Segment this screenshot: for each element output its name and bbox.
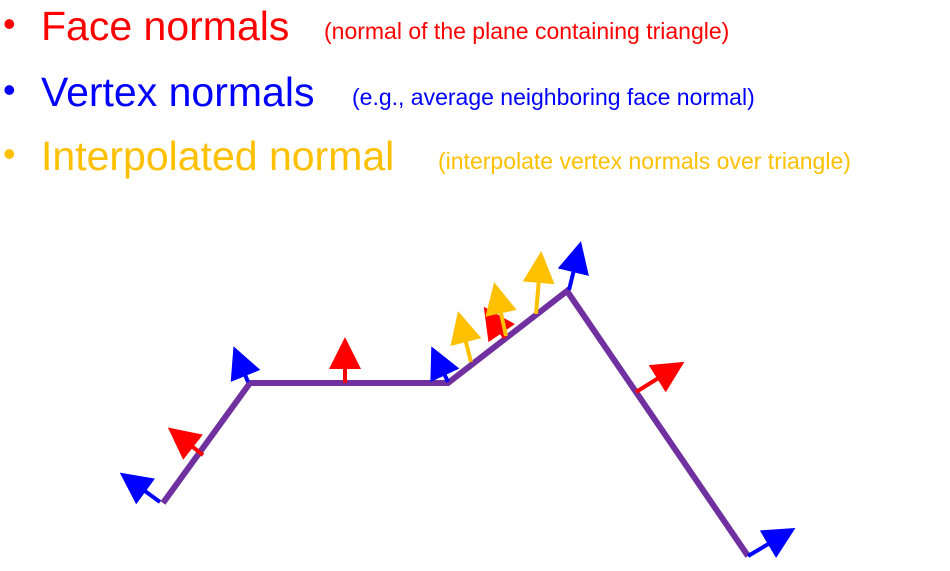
interpolated-normal-arrow [450,311,482,363]
bullet-note: (normal of the plane containing triangle… [324,18,730,44]
bullet-dot: • [3,133,16,174]
surface-polyline [160,286,751,558]
vertex-normal-arrow [230,346,261,383]
interpolated-normal-arrow [522,251,555,315]
vertex-normal-arrow [746,527,796,559]
interpolated-normal-arrow [485,282,517,337]
vertex-normal-arrow [430,346,460,383]
bullet-note: (interpolate vertex normals over triangl… [438,148,851,174]
bullet-dot: • [3,69,16,110]
bullet-dot: • [3,3,16,44]
bullet-title: Face normals [41,3,290,49]
vertex-normal-arrow [557,241,589,291]
bullet-title: Interpolated normal [41,133,395,179]
bullet-note: (e.g., average neighboring face normal) [352,84,755,110]
bullet-title: Vertex normals [41,69,315,115]
vertex-normal-arrow [119,472,162,505]
face-normal-arrow [167,427,205,460]
face-normal-arrow [634,361,685,394]
